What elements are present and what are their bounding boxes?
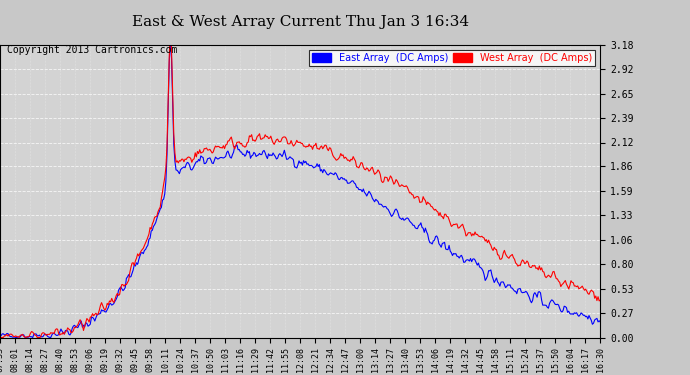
Legend: East Array  (DC Amps), West Array  (DC Amps): East Array (DC Amps), West Array (DC Amp… (308, 50, 595, 66)
Text: Copyright 2013 Cartronics.com: Copyright 2013 Cartronics.com (7, 45, 177, 55)
Text: East & West Array Current Thu Jan 3 16:34: East & West Array Current Thu Jan 3 16:3… (132, 15, 469, 29)
